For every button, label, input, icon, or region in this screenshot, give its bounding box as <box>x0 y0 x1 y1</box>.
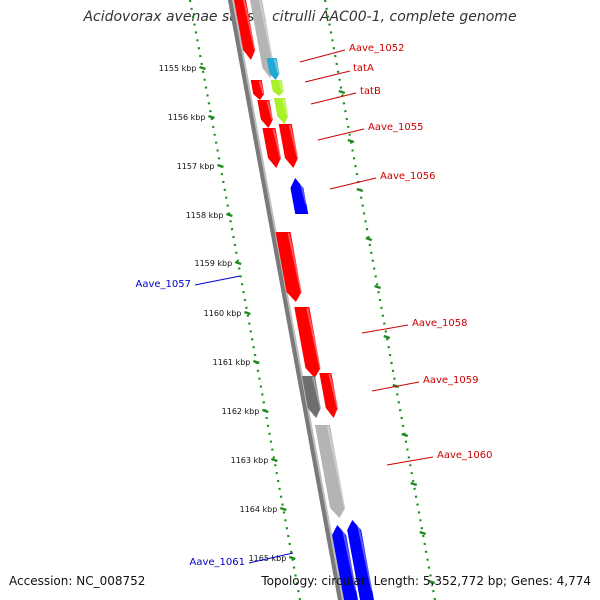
gene-label[interactable]: Aave_1059 <box>423 375 479 386</box>
genome-backbone <box>227 0 345 600</box>
tick-mark <box>270 457 278 463</box>
gene-label-leader <box>329 177 377 190</box>
accession-text: Accession: NC_008752 <box>9 574 146 588</box>
tick-mark <box>383 334 391 340</box>
gene-arrow[interactable] <box>257 100 273 128</box>
tick-mark <box>428 579 436 585</box>
gene-arrow[interactable] <box>233 0 256 60</box>
tick-label: 1163 kbp <box>231 456 269 465</box>
tick-label: 1156 kbp <box>168 113 206 122</box>
gene-labels[interactable]: Aave_1052 tatA tatB Aave_1055 Aave_1056 Aave_… <box>136 43 493 568</box>
tick-mark <box>252 359 260 365</box>
gene-highlight <box>273 58 280 74</box>
gene-arrow[interactable] <box>250 80 265 100</box>
tick-label: 1160 kbp <box>204 309 242 318</box>
gene-highlight <box>278 80 284 92</box>
gene-label[interactable]: tatB <box>360 86 381 97</box>
gene-highlight <box>356 520 373 591</box>
gene-label[interactable]: Aave_1060 <box>437 450 493 461</box>
gene-arrow[interactable] <box>332 525 358 600</box>
topology-text: Topology: circular; Length: 5,352,772 bp… <box>261 574 591 588</box>
gene-label-leader <box>248 552 294 564</box>
tick-label: 1162 kbp <box>222 407 260 416</box>
gene-arrow[interactable] <box>266 58 280 80</box>
gene-arrow[interactable] <box>262 128 281 168</box>
gene-highlight <box>298 178 308 205</box>
gene-highlight <box>306 307 322 369</box>
tick-mark <box>234 260 242 266</box>
tick-mark <box>226 212 233 218</box>
gene-features[interactable] <box>233 0 374 600</box>
gene-label[interactable]: Aave_1056 <box>380 171 436 182</box>
gene-highlight <box>258 0 276 69</box>
gene-label[interactable]: Aave_1055 <box>368 122 424 133</box>
ruler-dotted-line <box>188 0 302 600</box>
gene-arrow[interactable] <box>270 80 284 96</box>
ruler-dots <box>188 0 437 600</box>
gene-highlight <box>288 124 299 159</box>
gene-arrow[interactable] <box>278 124 298 168</box>
ruler-dotted-line <box>323 0 437 600</box>
tick-mark <box>374 284 381 290</box>
gene-label[interactable]: tatA <box>353 63 374 74</box>
tick-label: 1161 kbp <box>213 358 251 367</box>
gene-highlight <box>266 100 274 120</box>
tick-mark <box>261 408 269 414</box>
tick-mark <box>419 530 427 536</box>
tick-label: 1158 kbp <box>186 211 224 220</box>
tick-mark <box>208 114 215 120</box>
gene-highlight <box>282 98 289 117</box>
tick-mark <box>347 138 355 144</box>
gene-highlight <box>311 376 322 409</box>
gene-highlight <box>272 128 282 159</box>
tick-mark <box>244 310 251 316</box>
tick-label: 1159 kbp <box>195 259 233 268</box>
gene-highlight <box>258 80 265 95</box>
gene-label-leader <box>361 324 409 334</box>
tick-mark <box>401 432 409 438</box>
gene-arrow[interactable] <box>301 376 321 418</box>
gene-label[interactable]: Aave_1052 <box>349 43 405 54</box>
tick-label: 1155 kbp <box>159 64 197 73</box>
gene-label[interactable]: Aave_1061 <box>190 557 246 568</box>
gene-highlight <box>242 0 256 51</box>
tick-mark <box>356 187 364 193</box>
gene-arrow[interactable] <box>314 425 346 518</box>
gene-label-leader <box>371 381 420 392</box>
gene-label-leader <box>386 456 434 466</box>
gene-label[interactable]: Aave_1057 <box>136 279 192 290</box>
genome-title: Acidovorax avenae subsp. citrulli AAC00-… <box>83 9 517 25</box>
gene-label-leader <box>304 70 351 83</box>
tick-mark <box>217 163 224 169</box>
gene-highlight <box>328 373 339 409</box>
gene-arrow[interactable] <box>294 307 321 378</box>
gene-arrow[interactable] <box>347 520 374 600</box>
gene-highlight <box>341 525 357 591</box>
gene-highlight <box>287 232 303 293</box>
gene-highlight <box>326 425 346 509</box>
gene-label-leader <box>194 275 241 286</box>
tick-mark <box>288 555 296 561</box>
gene-label-leader <box>299 49 346 63</box>
gene-label-leader <box>317 128 365 141</box>
gene-arrow[interactable] <box>275 232 302 302</box>
gene-arrow[interactable] <box>273 98 289 124</box>
position-ruler: 1155 kbp 1156 kbp 1157 kbp 1158 kbp 1159 kbp… <box>159 64 436 585</box>
tick-mark <box>279 506 287 512</box>
tick-label: 1157 kbp <box>177 162 215 171</box>
tick-mark <box>365 236 373 242</box>
gene-label[interactable]: Aave_1058 <box>412 318 468 329</box>
gene-label-leader <box>310 92 357 105</box>
tick-label: 1164 kbp <box>240 505 278 514</box>
backbone-line <box>227 0 343 600</box>
gene-arrow[interactable] <box>290 178 309 214</box>
tick-mark <box>410 481 418 487</box>
gene-arrow[interactable] <box>319 373 338 418</box>
tick-mark <box>338 89 346 95</box>
tick-mark <box>199 65 206 71</box>
